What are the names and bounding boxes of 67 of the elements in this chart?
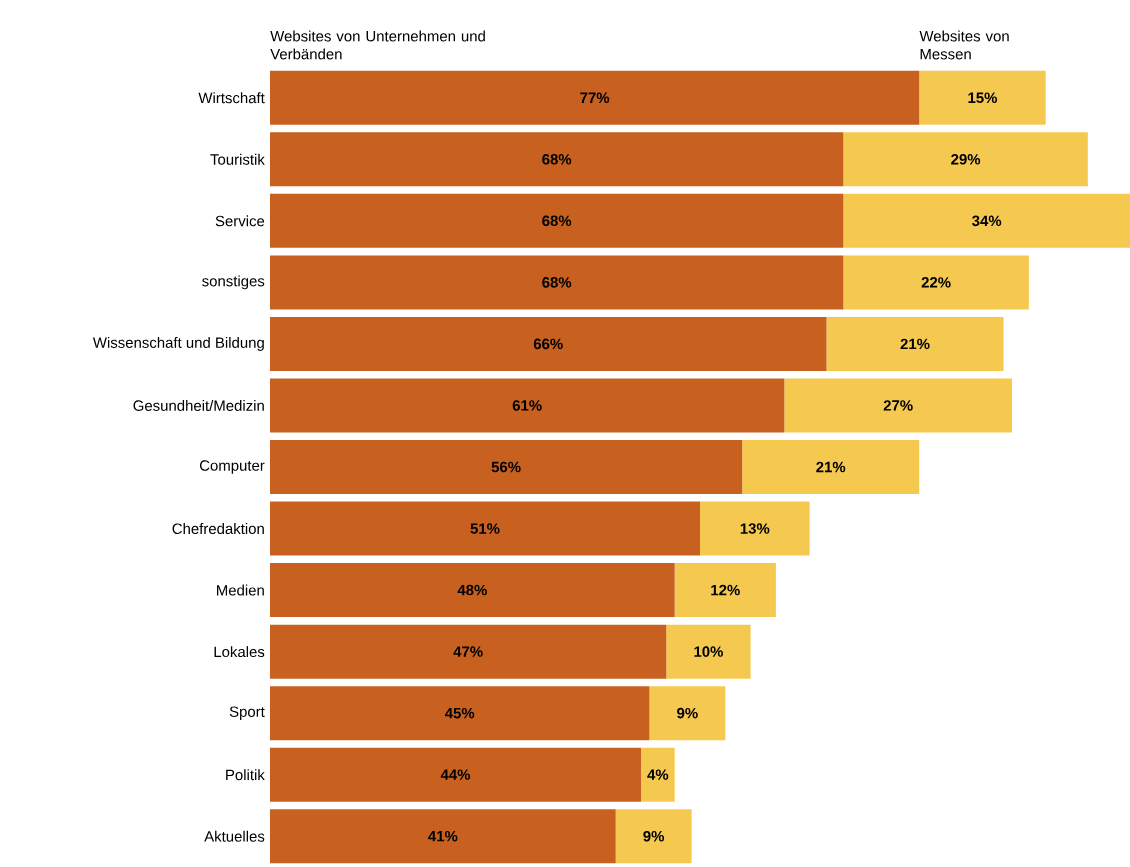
bar bbox=[270, 809, 616, 864]
y-tick-label: Aktuelles bbox=[204, 830, 265, 842]
bar bbox=[270, 440, 743, 495]
data-label: 4% bbox=[647, 769, 669, 780]
series-label: Websites von Messen bbox=[919, 30, 1009, 60]
data-label: 66% bbox=[533, 338, 563, 350]
y-tick-label: Wirtschaft bbox=[198, 92, 265, 104]
data-label: 9% bbox=[643, 830, 665, 842]
data-label: 47% bbox=[453, 646, 483, 657]
bar bbox=[674, 563, 776, 618]
bar bbox=[843, 132, 1088, 187]
data-label: 68% bbox=[542, 277, 572, 288]
bar bbox=[270, 132, 844, 187]
y-tick-label: Wissenschaft und Bildung bbox=[92, 336, 264, 351]
data-label: 77% bbox=[580, 92, 610, 104]
data-label: 10% bbox=[694, 646, 723, 657]
bar bbox=[826, 316, 1004, 371]
bar bbox=[640, 747, 675, 802]
data-label: 51% bbox=[470, 523, 500, 534]
series-label: Websites von Unternehmen und Verbänden bbox=[270, 30, 485, 60]
y-tick-label: Sport bbox=[229, 706, 265, 720]
bar bbox=[270, 747, 641, 802]
data-label: 61% bbox=[512, 400, 542, 411]
data-label: 12% bbox=[711, 584, 740, 596]
data-label: 68% bbox=[542, 215, 572, 227]
bar bbox=[843, 193, 1130, 248]
bar bbox=[700, 501, 810, 556]
bar bbox=[649, 686, 726, 741]
bar bbox=[270, 316, 827, 371]
data-label: 27% bbox=[883, 400, 913, 411]
y-tick-label: Touristik bbox=[210, 153, 265, 165]
bar bbox=[919, 70, 1046, 125]
y-tick-label: Lokales bbox=[214, 646, 265, 658]
bar bbox=[666, 624, 751, 679]
data-label: 21% bbox=[816, 461, 846, 473]
bar bbox=[270, 193, 844, 248]
bar bbox=[270, 70, 920, 125]
bar bbox=[270, 501, 701, 556]
data-label: 29% bbox=[951, 154, 981, 165]
data-label: 34% bbox=[972, 215, 1002, 227]
data-label: 48% bbox=[457, 584, 487, 596]
data-label: 13% bbox=[740, 523, 770, 534]
y-tick-label: Gesundheit/Medizin bbox=[133, 399, 264, 411]
data-label: 21% bbox=[900, 338, 930, 350]
data-label: 45% bbox=[444, 707, 475, 719]
bar bbox=[270, 255, 844, 310]
bar bbox=[742, 440, 920, 495]
data-label: 68% bbox=[542, 154, 572, 165]
y-tick-label: Chefredaktion bbox=[172, 523, 264, 535]
data-label: 15% bbox=[968, 92, 998, 104]
bar bbox=[843, 255, 1029, 310]
data-label: 22% bbox=[921, 277, 951, 288]
bar bbox=[784, 378, 1012, 433]
bar bbox=[270, 686, 650, 741]
bar bbox=[270, 624, 667, 679]
y-tick-label: Politik bbox=[226, 769, 265, 781]
bar bbox=[615, 809, 692, 864]
y-tick-label: Service bbox=[215, 215, 265, 227]
y-tick-label: Medien bbox=[217, 584, 264, 596]
data-label: 41% bbox=[428, 830, 458, 842]
y-tick-label: Computer bbox=[199, 460, 265, 474]
data-label: 9% bbox=[677, 707, 698, 719]
data-label: 56% bbox=[491, 461, 521, 473]
y-tick-label: sonstiges bbox=[202, 275, 265, 290]
bar bbox=[270, 563, 675, 618]
bar bbox=[270, 378, 785, 433]
data-label: 44% bbox=[440, 769, 471, 780]
